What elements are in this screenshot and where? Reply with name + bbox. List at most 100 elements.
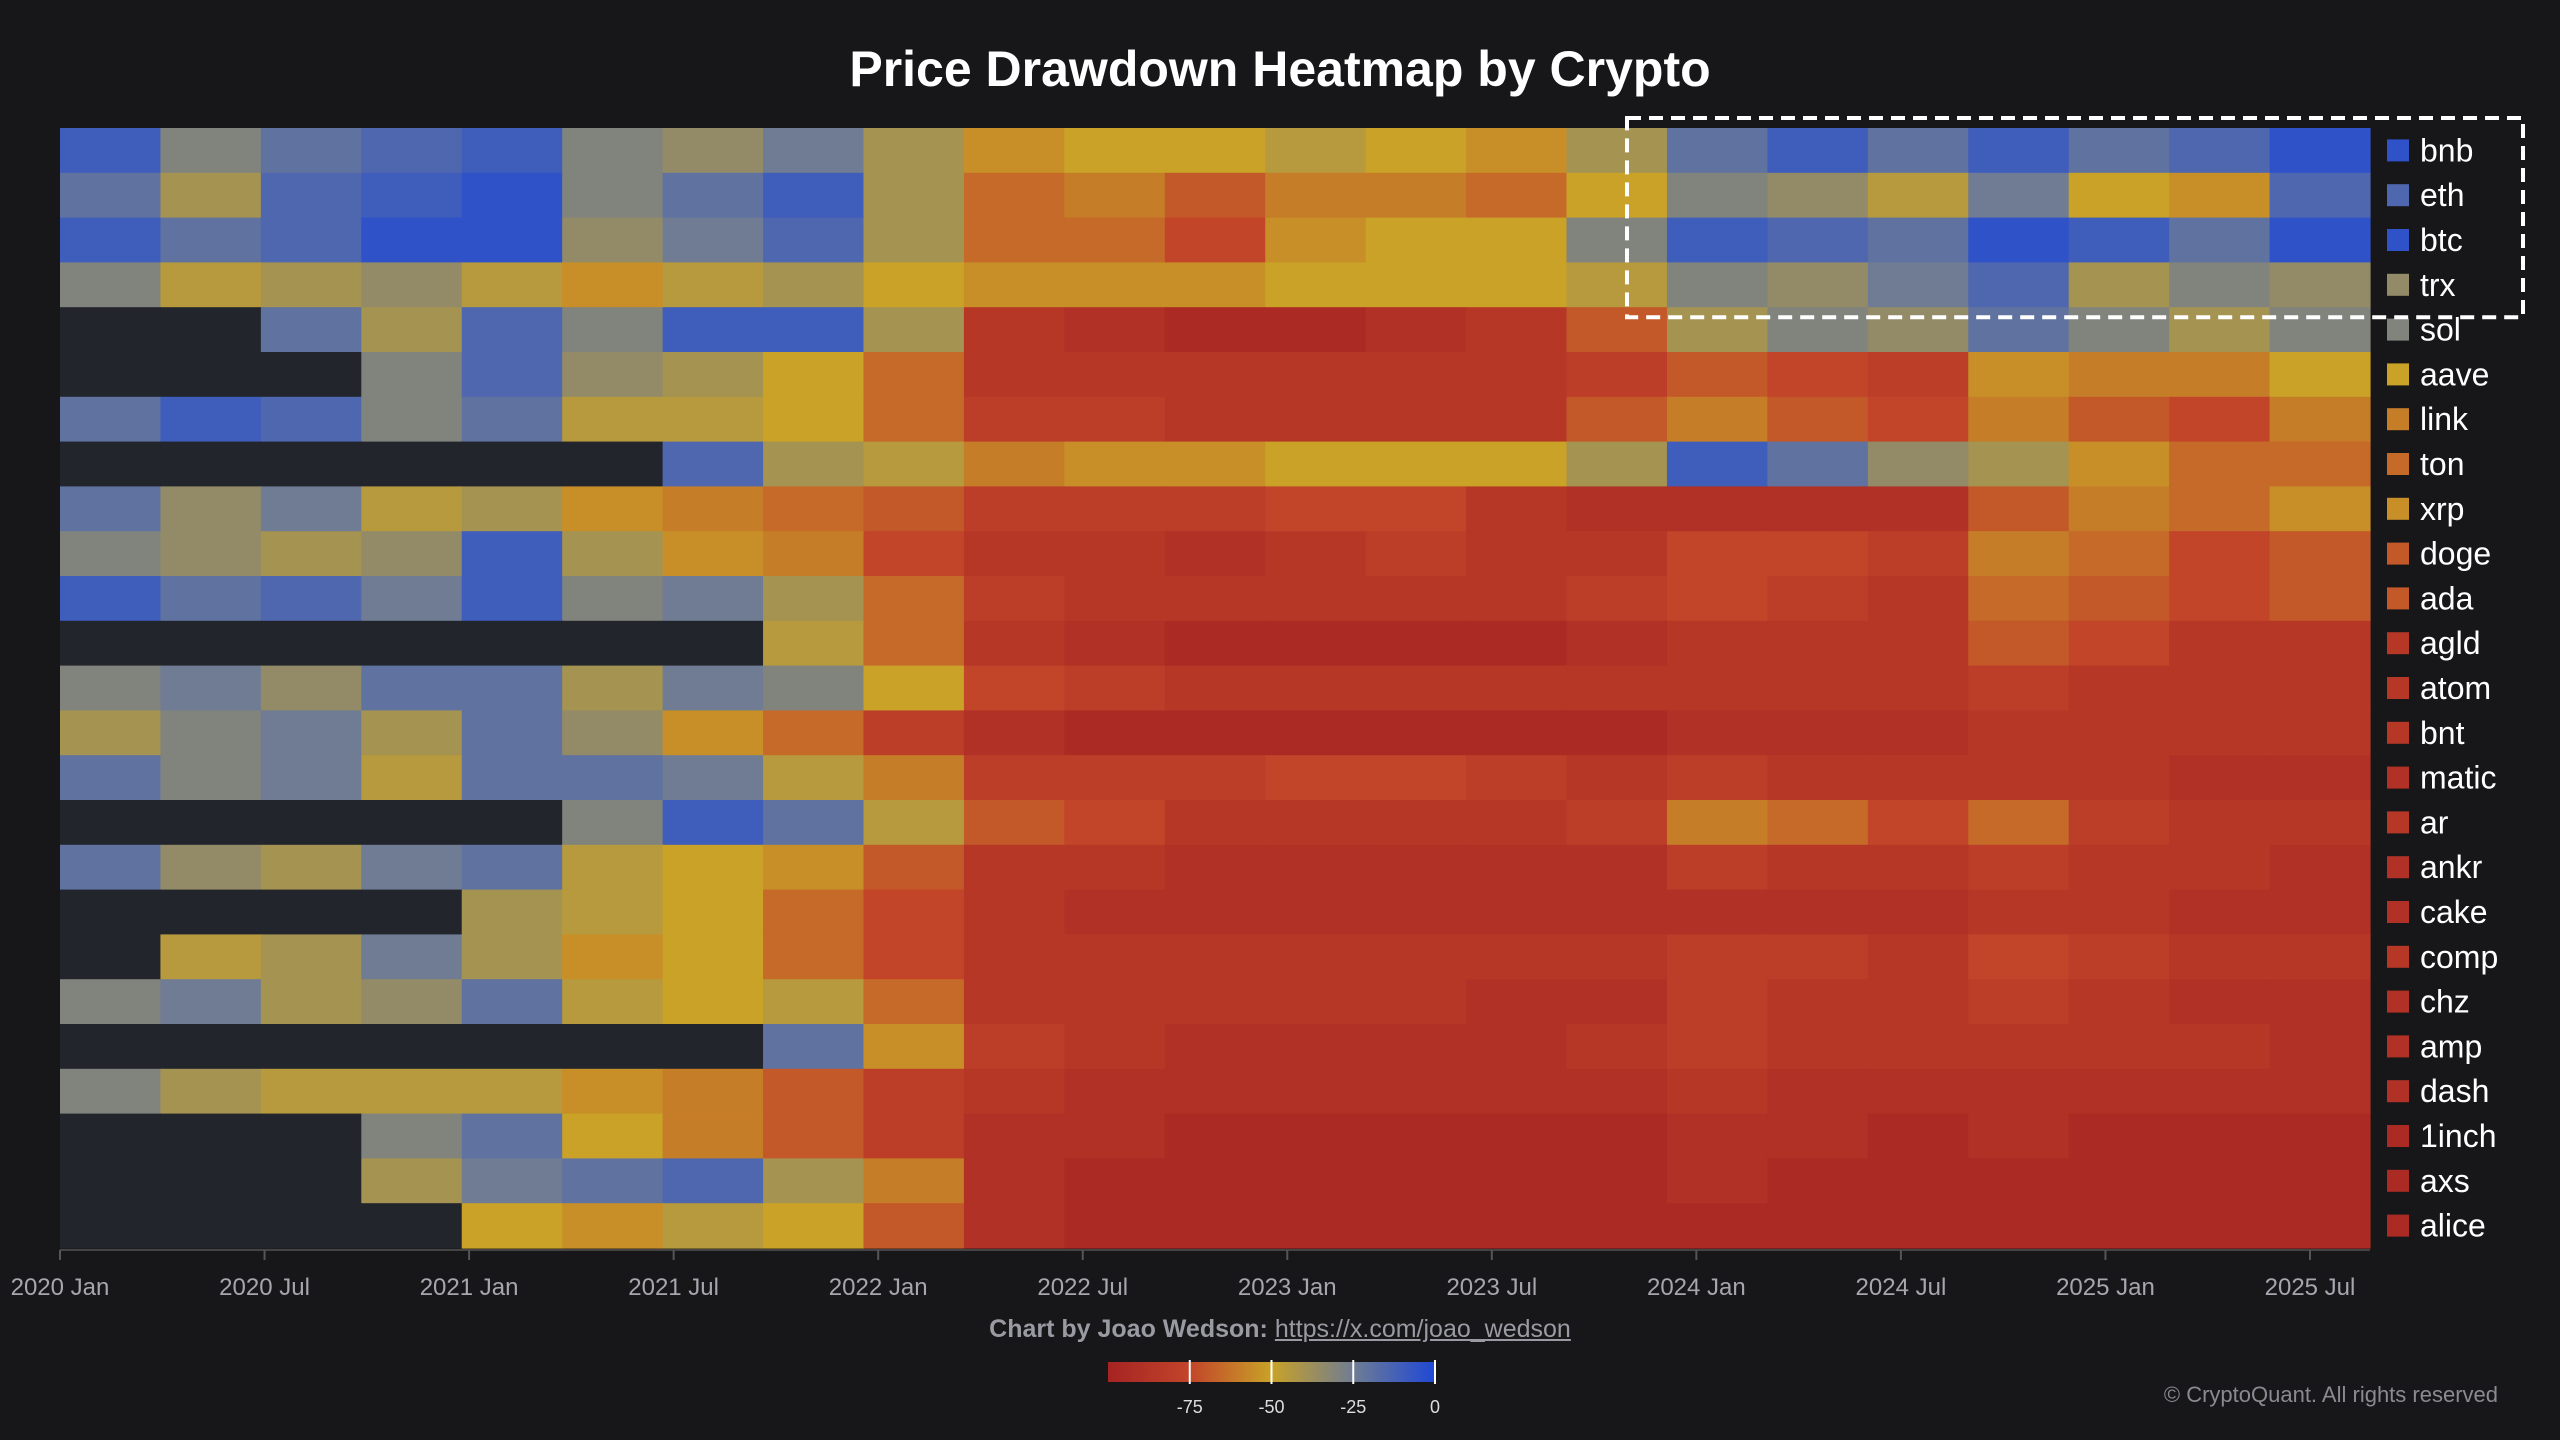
- heatmap-cell: [1365, 665, 1467, 711]
- heatmap-cell: [1365, 1024, 1467, 1070]
- heatmap-cell: [1265, 486, 1367, 532]
- heatmap-cell: [461, 576, 563, 622]
- heatmap-cell: [662, 172, 764, 219]
- heatmap-cell: [1466, 128, 1568, 174]
- heatmap-cell: [1265, 1024, 1367, 1070]
- legend-swatch: [2387, 229, 2409, 251]
- heatmap-cell: [160, 710, 262, 756]
- heatmap-cell: [60, 441, 162, 487]
- heatmap-cell: [461, 1158, 563, 1204]
- heatmap-cell: [1365, 128, 1467, 174]
- heatmap-cell: [1365, 262, 1467, 308]
- heatmap-cell: [1466, 934, 1568, 980]
- heatmap-cell: [2269, 1158, 2371, 1204]
- heatmap-cell: [1164, 665, 1266, 711]
- heatmap-cell: [60, 844, 162, 891]
- heatmap-cell: [1566, 1203, 1668, 1249]
- legend-label: doge: [2420, 536, 2491, 572]
- heatmap-cell: [60, 352, 162, 398]
- heatmap-cell: [863, 486, 965, 532]
- heatmap-cell: [1265, 800, 1367, 846]
- legend-label: 1inch: [2420, 1118, 2497, 1154]
- heatmap-cell: [863, 979, 965, 1025]
- heatmap-cell: [963, 800, 1065, 846]
- heatmap-cell: [160, 262, 262, 308]
- heatmap-cell: [60, 396, 162, 443]
- heatmap-cell: [1164, 217, 1266, 263]
- heatmap-cell: [361, 576, 463, 622]
- heatmap-cell: [1064, 934, 1166, 980]
- heatmap-cell: [1867, 441, 1969, 487]
- legend-swatch: [2387, 542, 2409, 565]
- heatmap-cell: [1164, 172, 1266, 219]
- heatmap-cell: [1466, 262, 1568, 308]
- heatmap-cell: [2269, 844, 2371, 891]
- heatmap-cell: [863, 755, 965, 801]
- heatmap-cell: [260, 396, 362, 443]
- heatmap-cell: [662, 800, 764, 846]
- heatmap-cell: [662, 262, 764, 308]
- heatmap-cell: [2169, 531, 2271, 577]
- heatmap-cell: [1566, 1024, 1668, 1070]
- heatmap-cell: [2269, 934, 2371, 980]
- heatmap-cell: [2269, 1068, 2371, 1115]
- heatmap-cell: [461, 441, 563, 487]
- heatmap-cell: [60, 800, 162, 846]
- heatmap-cell: [1164, 934, 1266, 980]
- heatmap-cell: [361, 441, 463, 487]
- heatmap-cell: [160, 217, 262, 263]
- heatmap-cell: [1265, 844, 1367, 891]
- heatmap-cell: [1164, 1068, 1266, 1115]
- heatmap-cell: [963, 576, 1065, 622]
- heatmap-cell: [1566, 128, 1668, 174]
- heatmap-cell: [2169, 262, 2271, 308]
- heatmap-cell: [1867, 262, 1969, 308]
- heatmap-cell: [763, 576, 865, 622]
- heatmap-cell: [1767, 1024, 1869, 1070]
- heatmap-cell: [2068, 889, 2170, 935]
- heatmap-cell: [1867, 889, 1969, 935]
- heatmap-cell: [1867, 1068, 1969, 1115]
- chart-title: Price Drawdown Heatmap by Crypto: [849, 41, 1711, 97]
- heatmap-cell: [1867, 755, 1969, 801]
- heatmap-cell: [1164, 307, 1266, 353]
- legend-label: amp: [2420, 1028, 2482, 1064]
- heatmap-cell: [461, 396, 563, 443]
- heatmap-cell: [361, 800, 463, 846]
- x-tick-label: 2025 Jan: [2056, 1274, 2155, 1301]
- heatmap-cell: [1666, 889, 1768, 935]
- heatmap-cell: [662, 710, 764, 756]
- heatmap-cell: [1466, 710, 1568, 756]
- heatmap-cell: [1666, 620, 1768, 667]
- heatmap-cell: [562, 1113, 664, 1159]
- heatmap-cell: [662, 1068, 764, 1115]
- legend-label: agld: [2420, 625, 2481, 661]
- heatmap-cell: [662, 396, 764, 443]
- heatmap-cell: [863, 1068, 965, 1115]
- heatmap-cell: [461, 665, 563, 711]
- heatmap-cell: [160, 800, 262, 846]
- heatmap-cell: [1365, 352, 1467, 398]
- heatmap-cell: [2269, 441, 2371, 487]
- heatmap-cell: [963, 217, 1065, 263]
- heatmap-cell: [1566, 441, 1668, 487]
- heatmap-cell: [1365, 620, 1467, 667]
- heatmap-cell: [1466, 396, 1568, 443]
- heatmap-cell: [562, 576, 664, 622]
- heatmap-cell: [1164, 1113, 1266, 1159]
- heatmap-cell: [160, 307, 262, 353]
- heatmap-cell: [863, 1158, 965, 1204]
- heatmap-cell: [60, 665, 162, 711]
- heatmap-cell: [461, 844, 563, 891]
- heatmap-cell: [2068, 1068, 2170, 1115]
- heatmap-cell: [963, 352, 1065, 398]
- legend-label: dash: [2420, 1073, 2489, 1109]
- heatmap-cell: [361, 307, 463, 353]
- x-tick-label: 2021 Jul: [628, 1274, 719, 1301]
- heatmap-cell: [1566, 755, 1668, 801]
- heatmap-cell: [260, 576, 362, 622]
- heatmap-cell: [2068, 800, 2170, 846]
- heatmap-cell: [1767, 1068, 1869, 1115]
- credit-link[interactable]: https://x.com/joao_wedson: [1274, 1315, 1571, 1343]
- heatmap-cell: [361, 352, 463, 398]
